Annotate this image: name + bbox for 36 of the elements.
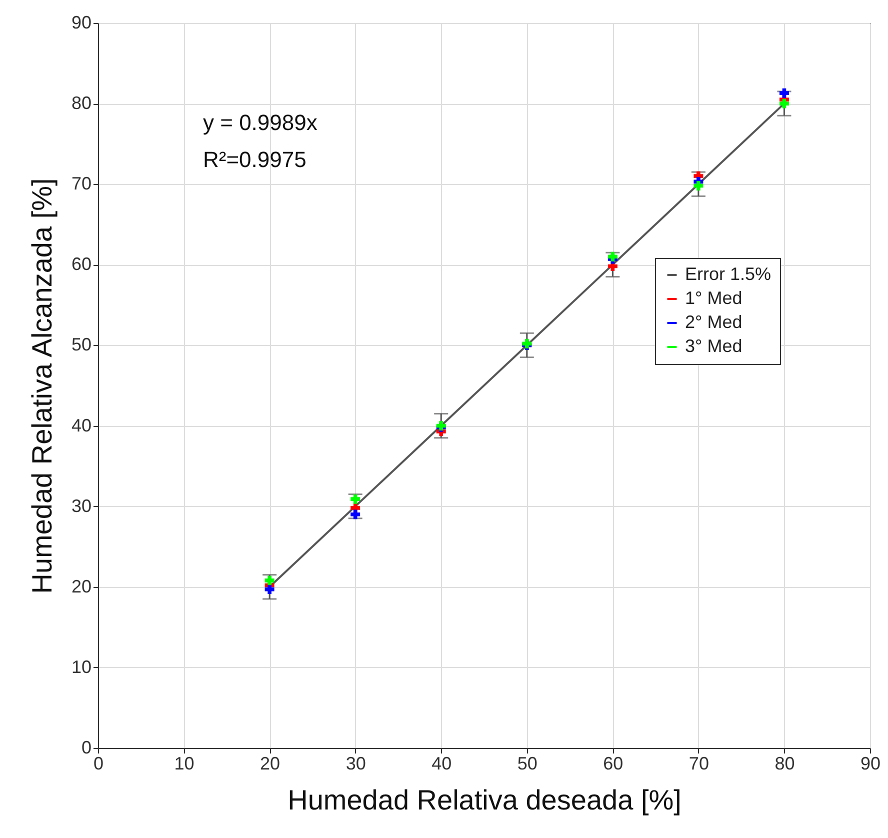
x-tick-label: 80 (774, 754, 795, 774)
x-tick-label: 0 (93, 754, 104, 774)
point (608, 252, 618, 262)
y-tick-label: 40 (71, 415, 92, 436)
x-tick-label: 10 (174, 754, 194, 774)
point (694, 180, 704, 190)
y-tick-label: 50 (71, 334, 92, 355)
y-tick-label: 60 (71, 254, 92, 274)
y-tick-label: 80 (71, 93, 92, 114)
y-tick-label: 20 (71, 576, 92, 596)
x-tick-label: 40 (432, 754, 452, 774)
point (350, 494, 360, 504)
x-tick-label: 90 (860, 754, 881, 774)
point (779, 98, 789, 108)
point (350, 510, 360, 520)
y-tick-label: 70 (71, 174, 92, 194)
x-tick-label: 30 (346, 754, 366, 774)
y-tick-label: 90 (71, 12, 92, 32)
y-tick-label: 0 (81, 738, 92, 758)
x-tick-label: 50 (517, 754, 538, 774)
point (779, 88, 789, 98)
legend-label: 2° Med (685, 312, 742, 332)
x-tick-label: 70 (688, 754, 709, 774)
y-tick-label: 10 (71, 656, 92, 677)
y-axis-title: Humedad Relativa Alcanzada [%] (26, 178, 58, 594)
x-axis-title: Humedad Relativa deseada [%] (288, 784, 682, 816)
point (264, 584, 274, 594)
legend-label: 1° Med (685, 288, 742, 308)
annotation: R²=0.9975 (203, 147, 306, 172)
legend-label: 3° Med (685, 336, 742, 356)
legend-label: Error 1.5% (685, 264, 772, 284)
y-tick-label: 30 (71, 496, 92, 516)
x-tick-label: 60 (603, 754, 624, 774)
annotation: y = 0.9989x (203, 110, 318, 135)
point (264, 576, 274, 586)
x-tick-label: 20 (260, 754, 280, 774)
